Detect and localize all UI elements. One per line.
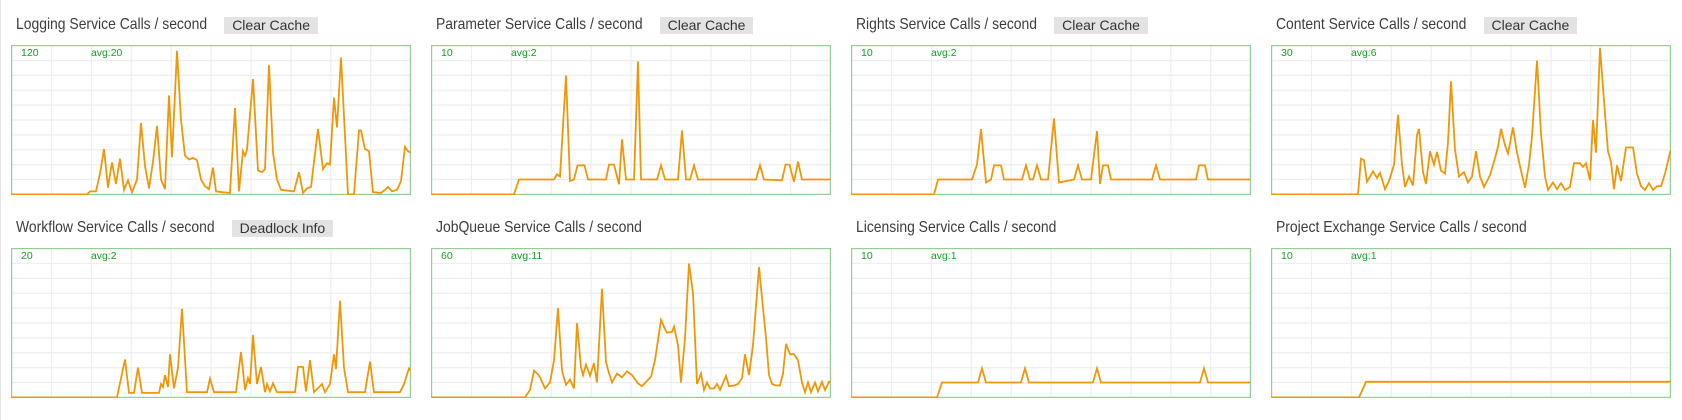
svg-text:120: 120 — [21, 48, 39, 59]
svg-text:avg:2: avg:2 — [511, 48, 537, 59]
svg-text:10: 10 — [861, 48, 873, 59]
svg-text:10: 10 — [1281, 251, 1293, 262]
svg-text:avg:1: avg:1 — [931, 251, 957, 262]
svg-text:avg:6: avg:6 — [1351, 48, 1377, 59]
svg-text:avg:2: avg:2 — [91, 251, 117, 262]
svg-text:avg:1: avg:1 — [1351, 251, 1377, 262]
svg-text:avg:11: avg:11 — [511, 251, 542, 262]
svg-text:60: 60 — [441, 251, 453, 262]
svg-text:10: 10 — [441, 48, 453, 59]
svg-text:20: 20 — [21, 251, 33, 262]
svg-text:30: 30 — [1281, 48, 1293, 59]
svg-text:avg:2: avg:2 — [931, 48, 957, 59]
svg-text:10: 10 — [861, 251, 873, 262]
svg-text:avg:20: avg:20 — [91, 48, 123, 59]
